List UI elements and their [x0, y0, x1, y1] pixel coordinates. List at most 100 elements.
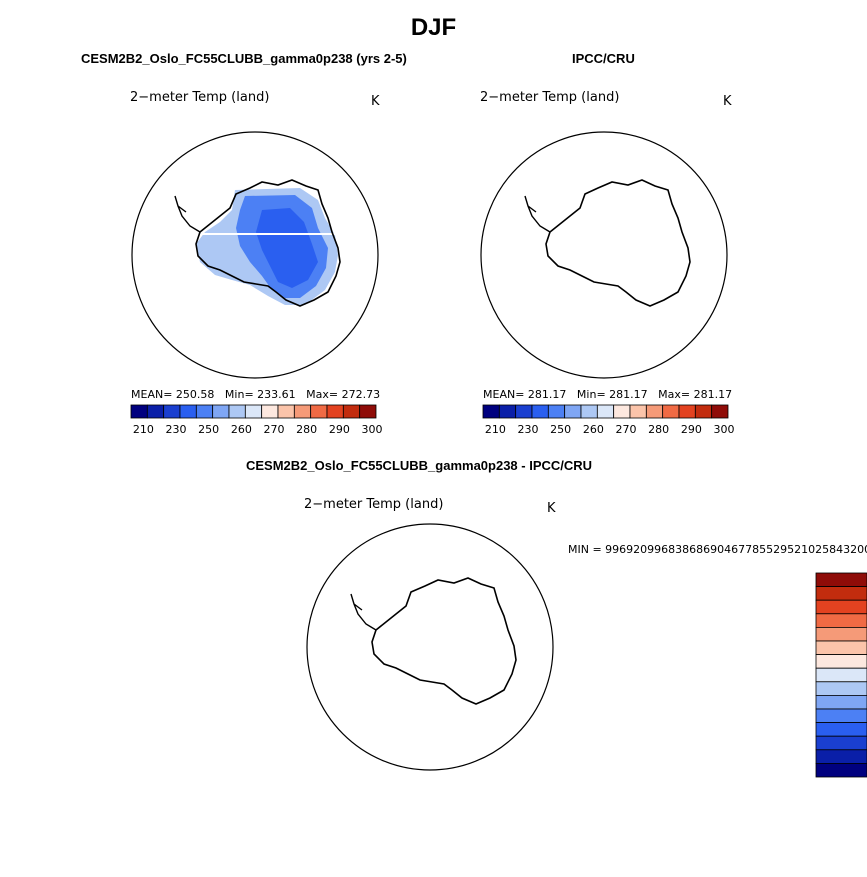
panel2-max-value: 281.17	[693, 388, 733, 401]
panel1-mean-label: MEAN=	[131, 388, 173, 401]
panel1-stats: MEAN= 250.58 Min= 233.61 Max= 272.73	[131, 388, 380, 401]
panel1-colorbar-tick-label: 210	[133, 423, 154, 436]
panel2-colorbar-swatch	[564, 404, 582, 419]
panel2-colorbar-swatch	[498, 404, 517, 419]
panel3-colorbar-swatch	[815, 599, 867, 615]
panel2-colorbar: 210 230 250 260 270 280 290 300	[482, 404, 735, 436]
panel2-colorbar-tick-label: 290	[681, 423, 702, 436]
panel3-antarctica-coastline	[371, 577, 517, 705]
panel2-colorbar-tick-label: 260	[583, 423, 604, 436]
panel2-units-label: K	[723, 94, 732, 109]
panel1-colorbar-swatch	[228, 404, 246, 419]
panel2-stats: MEAN= 281.17 Min= 281.17 Max= 281.17	[483, 388, 732, 401]
panel3-colorbar-swatch	[815, 763, 867, 778]
panel1-max-label: Max=	[306, 388, 339, 401]
panel2-map	[480, 131, 728, 379]
panel2-colorbar-tick-label: 230	[518, 423, 539, 436]
panel3-colorbar-swatch	[815, 735, 867, 751]
panel2-colorbar-swatch	[547, 404, 566, 419]
panel2-min-value: 281.17	[609, 388, 648, 401]
panel2-colorbar-swatch	[662, 404, 680, 419]
panel1-gap-line	[196, 233, 338, 235]
panel2-mean-label: MEAN=	[483, 388, 525, 401]
panel1-colorbar-swatch	[342, 404, 361, 419]
panel2-colorbar-swatch	[515, 404, 533, 419]
panel1-colorbar-tick-label: 300	[362, 423, 383, 436]
panel3-colorbar-swatch	[815, 627, 867, 642]
panel1-colorbar-swatch	[326, 404, 344, 419]
panel2-colorbar-swatch	[629, 404, 647, 419]
panel1-colorbar-swatch	[212, 404, 230, 419]
panel2-map-boundary	[480, 131, 728, 379]
panel1-colorbar-swatch	[130, 404, 148, 419]
panel1-colorbar-swatch	[310, 404, 328, 419]
panel1-peninsula	[174, 195, 201, 233]
panel3-colorbar-swatch	[815, 749, 867, 764]
panel1-colorbar: 210 230 250 260 270 280 290 300	[130, 404, 383, 436]
panel1-colorbar-swatch	[359, 404, 377, 419]
panel3-colorbar-swatch	[815, 695, 867, 710]
figure-title: DJF	[410, 14, 457, 41]
panel3-colorbar-swatch	[815, 586, 867, 601]
panel2-colorbar-swatch	[482, 404, 500, 419]
panel2-colorbar-swatch	[711, 404, 729, 419]
panel1-colorbar-tick-label: 290	[329, 423, 350, 436]
panel2-antarctica-coastline	[545, 179, 691, 307]
panel1-colorbar-tick-label: 250	[198, 423, 219, 436]
panel2-colorbar-swatch	[694, 404, 713, 419]
panel2-title: IPCC/CRU	[572, 51, 635, 66]
panel1-min-value: 233.61	[257, 388, 296, 401]
panel1-colorbar-swatch	[179, 404, 197, 419]
panel3-colorbar	[815, 572, 867, 778]
panel1-min-label: Min=	[224, 388, 254, 401]
panel3-map	[306, 523, 554, 771]
panel2-max-label: Max=	[658, 388, 691, 401]
panel1-colorbar-tick-label: 260	[231, 423, 252, 436]
panel2-colorbar-tick-label: 210	[485, 423, 506, 436]
panel2-colorbar-swatch	[678, 404, 696, 419]
panel1-title: CESM2B2_Oslo_FC55CLUBB_gamma0p238 (yrs 2…	[81, 51, 407, 66]
panel1-colorbar-swatch	[277, 404, 295, 419]
panel2-min-label: Min=	[576, 388, 606, 401]
panel2-colorbar-swatch	[596, 404, 615, 419]
panel1-colorbar-swatch	[261, 404, 279, 419]
panel2-mean-value: 281.17	[527, 388, 567, 401]
panel1-colorbar-tick-label: 270	[264, 423, 285, 436]
panel2-colorbar-swatch	[645, 404, 664, 419]
panel1-gap-line-2	[232, 185, 322, 187]
panel2-colorbar-swatch	[531, 404, 549, 419]
panel3-peninsula	[350, 593, 377, 631]
panel3-colorbar-swatch	[815, 613, 867, 628]
panel2-colorbar-swatch	[613, 404, 631, 419]
panel1-colorbar-tick-label: 280	[296, 423, 317, 436]
panel3-colorbar-swatch	[815, 681, 867, 696]
panel1-units-label: K	[371, 94, 380, 109]
panel1-colorbar-swatch	[293, 404, 312, 419]
panel1-antarctica-coastline	[195, 179, 341, 307]
panel1-colorbar-tick-label: 230	[166, 423, 187, 436]
panel1-colorbar-swatch	[195, 404, 214, 419]
panel3-title: CESM2B2_Oslo_FC55CLUBB_gamma0p238 - IPCC…	[246, 458, 593, 473]
panel1-coldest-core	[256, 208, 318, 288]
panel1-colorbar-swatch	[146, 404, 165, 419]
panel3-colorbar-swatch	[815, 572, 867, 588]
panel3-variable-label: 2−meter Temp (land)	[304, 497, 444, 512]
panel2-colorbar-swatch	[580, 404, 598, 419]
panel2-peninsula	[524, 195, 551, 233]
panel3-colorbar-swatch	[815, 667, 867, 683]
panel2-colorbar-tick-label: 280	[648, 423, 669, 436]
panel2-colorbar-tick-label: 300	[714, 423, 735, 436]
panel1-max-value: 272.73	[341, 388, 381, 401]
panel1-map	[131, 131, 379, 379]
panel3-map-boundary	[306, 523, 554, 771]
panel1-variable-label: 2−meter Temp (land)	[130, 90, 270, 105]
panel2-colorbar-tick-label: 270	[616, 423, 637, 436]
panel1-colorbar-swatch	[244, 404, 263, 419]
panel3-colorbar-swatch	[815, 722, 867, 737]
panel1-colorbar-swatch	[163, 404, 181, 419]
panel3-colorbar-swatch	[815, 708, 867, 724]
panel2-variable-label: 2−meter Temp (land)	[480, 90, 620, 105]
panel3-units-label: K	[547, 501, 556, 516]
panel3-colorbar-swatch	[815, 640, 867, 656]
